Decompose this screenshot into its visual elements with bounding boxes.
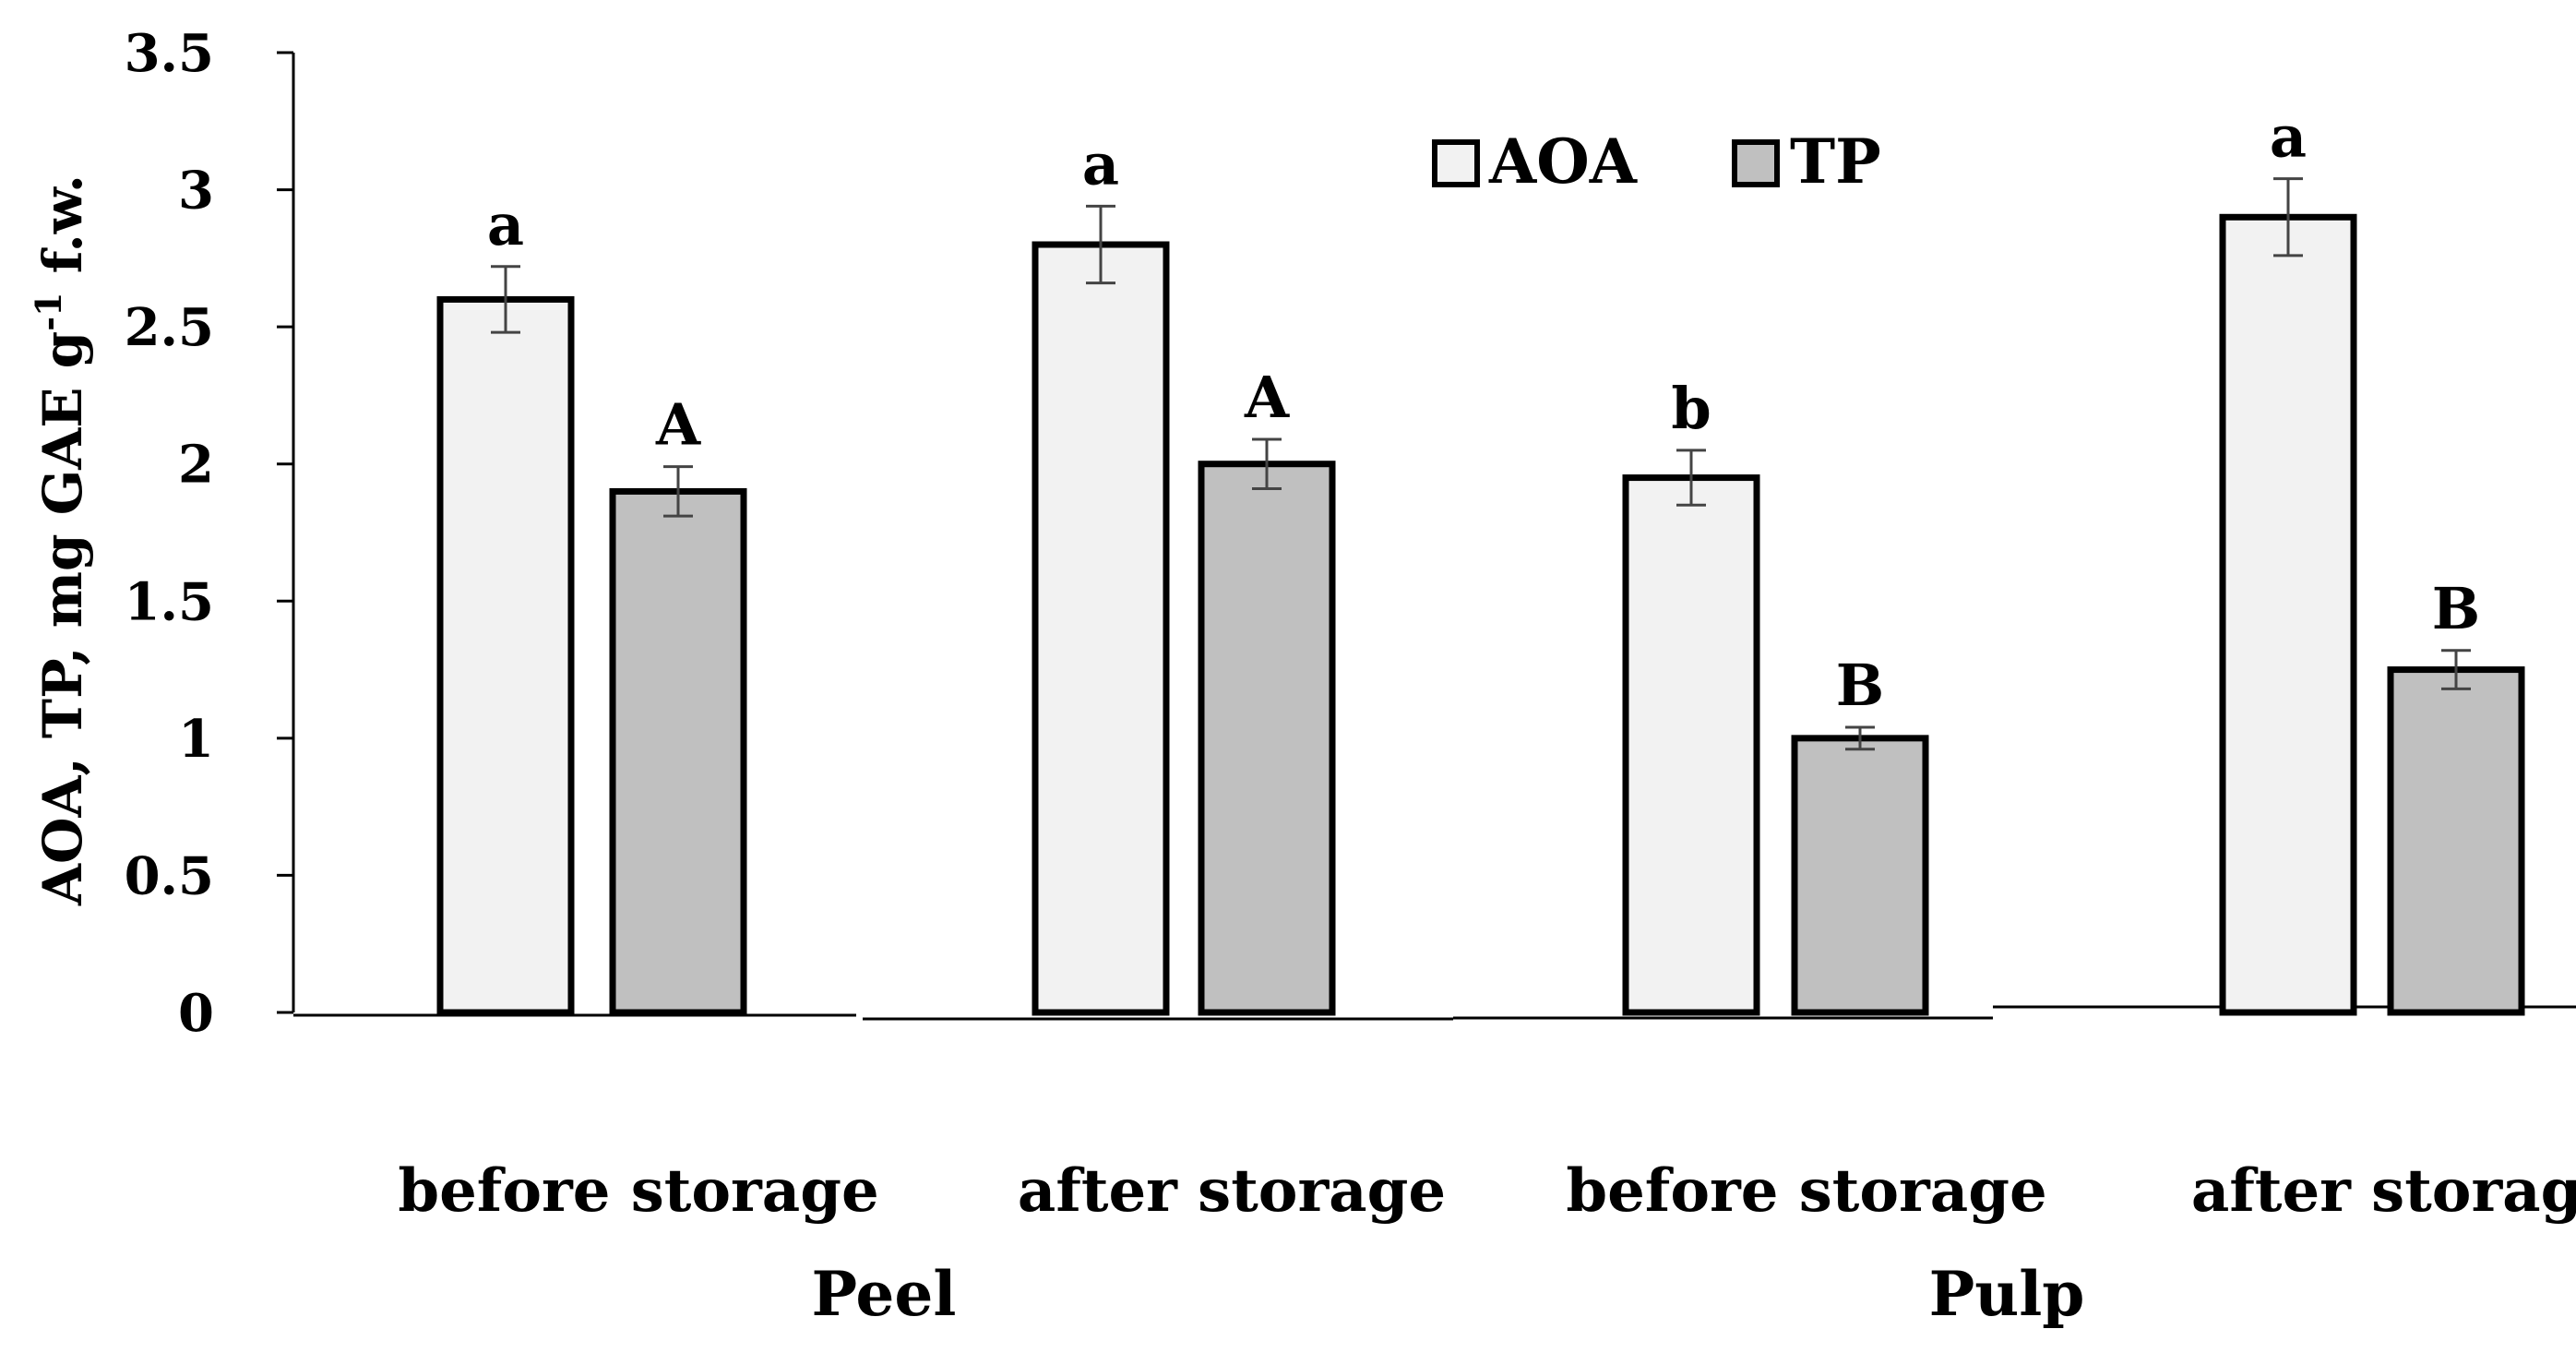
y-tick-label: 3.5	[125, 23, 214, 84]
category-labels: before storage after storage before storag…	[398, 1156, 2576, 1330]
group-label-peel: Peel	[812, 1258, 957, 1330]
sig-label-tp-1: A	[655, 391, 701, 459]
y-axis: 0 0.5 1 1.5 2 2.5 3 3.5	[125, 23, 295, 1044]
sig-label-aoa-3: b	[1671, 375, 1711, 442]
y-tick-label: 1	[178, 709, 214, 770]
bar-tp-2	[1198, 461, 1336, 1016]
bars	[436, 213, 2525, 1016]
group-label-pulp: Pulp	[1929, 1258, 2085, 1330]
y-tick-label: 0	[178, 983, 214, 1044]
legend-swatch-tp	[1732, 139, 1780, 187]
sig-label-aoa-2: a	[1082, 130, 1119, 198]
x-tick-label: after storage	[1018, 1156, 1446, 1226]
x-tick-label: after storage	[2191, 1156, 2576, 1226]
y-axis-label-tail: f.w.	[31, 174, 94, 293]
legend: AOA TP	[1432, 126, 1881, 198]
bar-tp-3	[1791, 735, 1929, 1016]
y-axis-label: AOA, TP, mg GAE g-1 f.w.	[28, 174, 94, 906]
sig-label-tp-2: A	[1244, 364, 1290, 431]
error-bars	[491, 177, 2471, 751]
bar-tp-4	[2387, 666, 2525, 1016]
y-tick-label: 3	[178, 161, 214, 222]
sig-label-aoa-4: a	[2270, 103, 2307, 171]
bar-aoa-1	[436, 295, 575, 1016]
x-tick-label: before storage	[1566, 1156, 2046, 1226]
significance-labels: a a b a A A B B	[487, 103, 2480, 719]
y-tick-label: 2.5	[125, 297, 214, 358]
y-axis-label-main: AOA, TP, mg GAE g	[31, 331, 94, 906]
bar-tp-1	[609, 487, 747, 1016]
x-tick-label: before storage	[398, 1156, 878, 1226]
sig-label-aoa-1: a	[487, 191, 524, 258]
legend-label-tp: TP	[1790, 126, 1881, 198]
legend-swatch-aoa	[1432, 139, 1480, 187]
y-axis-label-superscript: -1	[28, 293, 69, 331]
bar-aoa-2	[1032, 241, 1170, 1016]
y-tick-label: 1.5	[125, 571, 214, 632]
bar-aoa-4	[2219, 213, 2357, 1016]
y-tick-label: 0.5	[125, 845, 214, 906]
sig-label-tp-3: B	[1836, 652, 1884, 719]
legend-label-aoa: AOA	[1488, 126, 1638, 198]
sig-label-tp-4: B	[2432, 575, 2480, 642]
y-tick-label: 2	[178, 435, 214, 496]
bar-aoa-3	[1622, 474, 1760, 1016]
